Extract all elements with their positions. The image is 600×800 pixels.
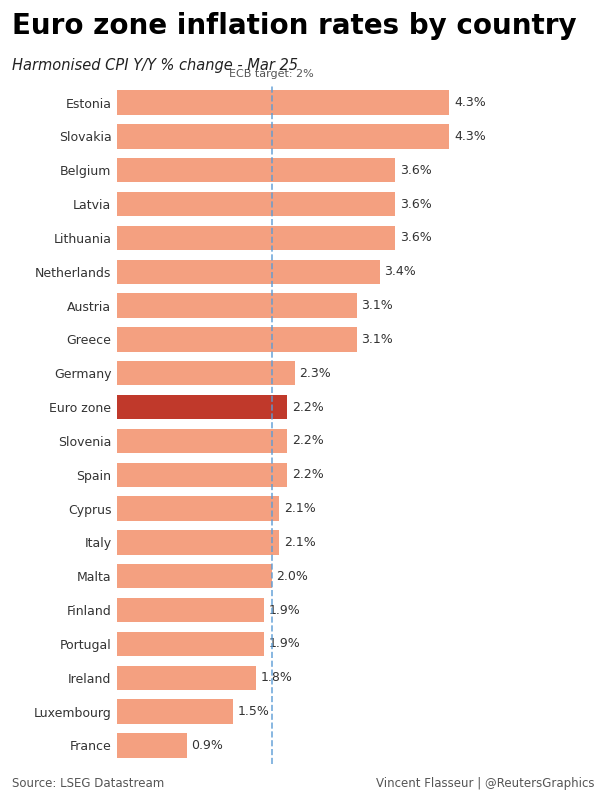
Text: ECB target: 2%: ECB target: 2% bbox=[229, 69, 314, 79]
Text: 1.5%: 1.5% bbox=[238, 705, 269, 718]
Text: Harmonised CPI Y/Y % change - Mar 25: Harmonised CPI Y/Y % change - Mar 25 bbox=[12, 58, 298, 73]
Bar bbox=[117, 124, 449, 149]
Text: 1.9%: 1.9% bbox=[269, 603, 300, 617]
Text: 2.1%: 2.1% bbox=[284, 502, 316, 515]
Text: Source: LSEG Datastream: Source: LSEG Datastream bbox=[12, 778, 164, 790]
Bar bbox=[117, 192, 395, 216]
Text: 2.2%: 2.2% bbox=[292, 434, 323, 447]
Text: 3.1%: 3.1% bbox=[361, 333, 393, 346]
Text: 2.0%: 2.0% bbox=[276, 570, 308, 582]
Bar bbox=[117, 496, 280, 521]
Text: 2.2%: 2.2% bbox=[292, 468, 323, 482]
Bar bbox=[117, 226, 395, 250]
Bar bbox=[117, 666, 256, 690]
Text: 3.6%: 3.6% bbox=[400, 164, 431, 177]
Text: Vincent Flasseur | @ReutersGraphics: Vincent Flasseur | @ReutersGraphics bbox=[376, 778, 594, 790]
Bar bbox=[117, 564, 272, 589]
Text: 1.8%: 1.8% bbox=[261, 671, 293, 684]
Bar bbox=[117, 699, 233, 724]
Bar bbox=[117, 530, 280, 554]
Text: 3.6%: 3.6% bbox=[400, 231, 431, 245]
Bar bbox=[117, 259, 380, 284]
Bar bbox=[117, 158, 395, 182]
Text: 2.2%: 2.2% bbox=[292, 401, 323, 414]
Bar bbox=[117, 327, 356, 352]
Text: 4.3%: 4.3% bbox=[454, 96, 486, 109]
Text: 0.9%: 0.9% bbox=[191, 739, 223, 752]
Bar bbox=[117, 632, 264, 656]
Bar bbox=[117, 361, 295, 386]
Bar bbox=[117, 294, 356, 318]
Text: 4.3%: 4.3% bbox=[454, 130, 486, 143]
Text: 2.3%: 2.3% bbox=[299, 366, 331, 380]
Bar bbox=[117, 90, 449, 114]
Text: 1.9%: 1.9% bbox=[269, 638, 300, 650]
Bar bbox=[117, 429, 287, 453]
Text: 3.6%: 3.6% bbox=[400, 198, 431, 210]
Text: 3.1%: 3.1% bbox=[361, 299, 393, 312]
Bar bbox=[117, 395, 287, 419]
Bar bbox=[117, 598, 264, 622]
Bar bbox=[117, 462, 287, 487]
Bar bbox=[117, 734, 187, 758]
Text: 2.1%: 2.1% bbox=[284, 536, 316, 549]
Text: Euro zone inflation rates by country: Euro zone inflation rates by country bbox=[12, 12, 577, 40]
Text: 3.4%: 3.4% bbox=[385, 266, 416, 278]
